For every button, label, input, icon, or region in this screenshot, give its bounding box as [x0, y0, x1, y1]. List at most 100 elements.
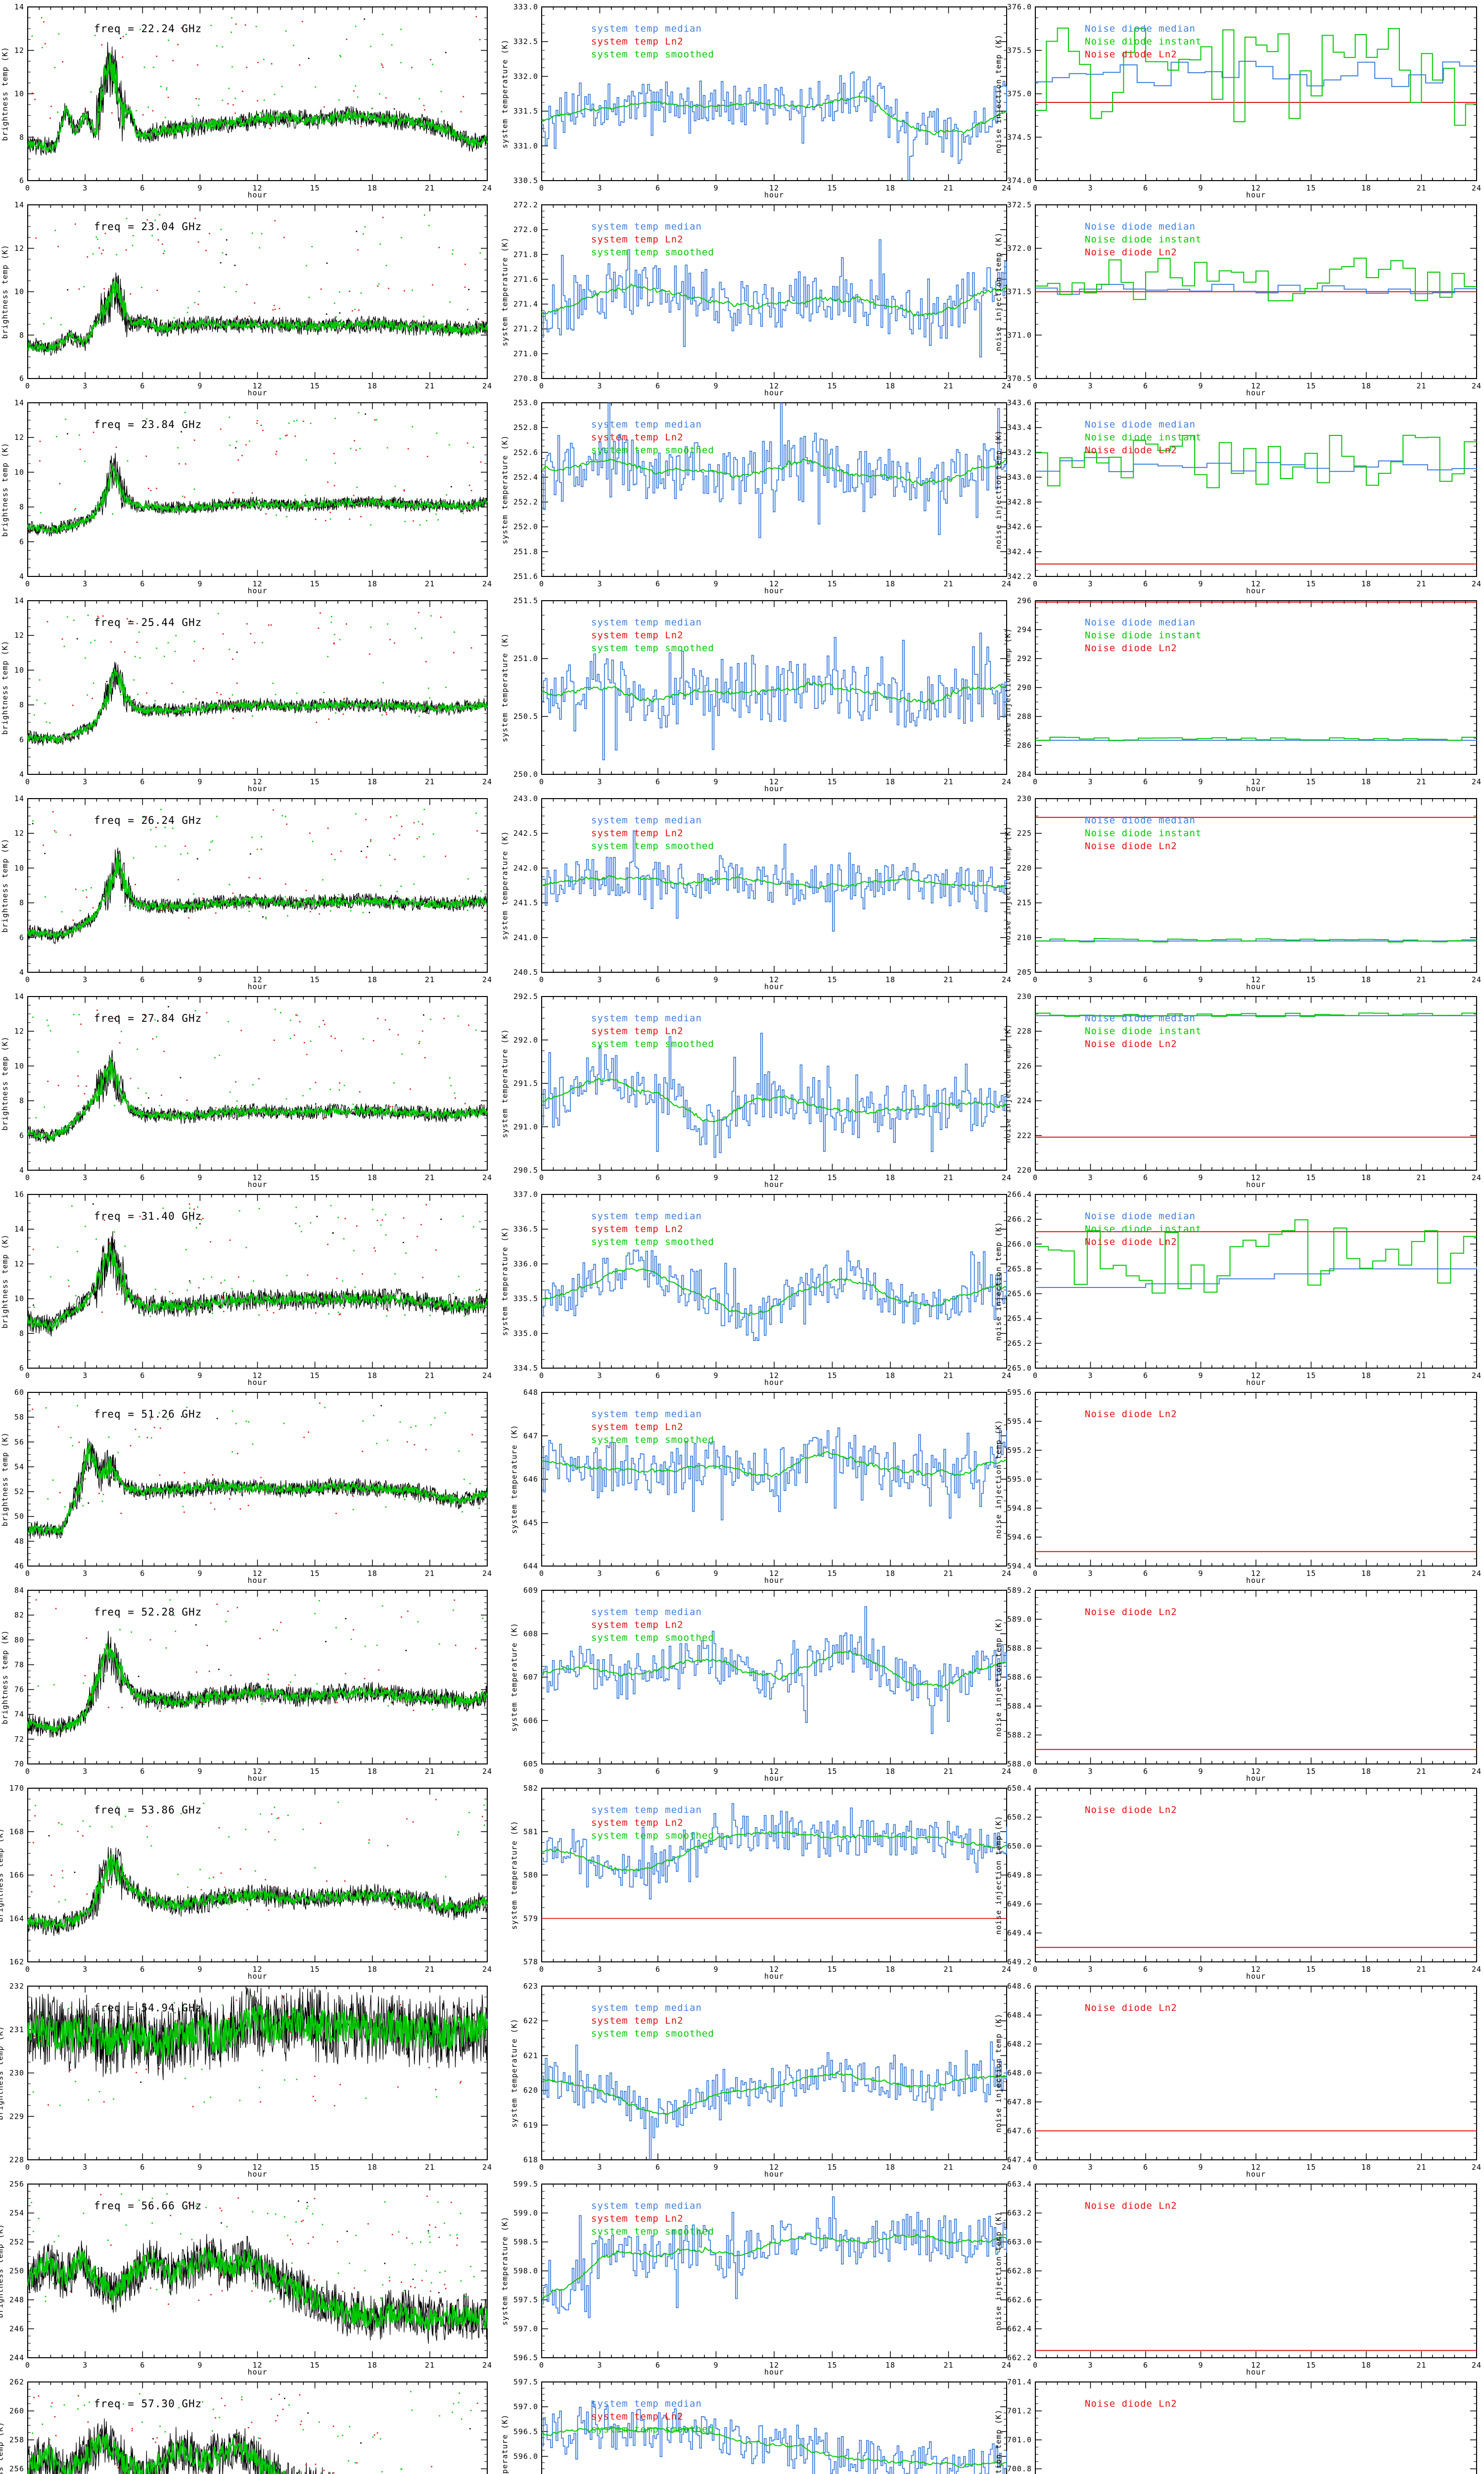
flag-dot — [221, 2290, 223, 2292]
median-series — [542, 1606, 1007, 1734]
flag-dot — [181, 1416, 183, 1418]
flag-dot — [80, 1023, 82, 1025]
flag-dot — [97, 616, 99, 618]
freq-title: freq = 26.24 GHz — [94, 814, 202, 826]
svg-text:12: 12 — [769, 777, 779, 786]
flag-dot — [358, 412, 360, 414]
freq-title: freq = 23.84 GHz — [94, 419, 202, 430]
flag-dot — [167, 1419, 169, 1420]
flag-dot — [82, 1107, 84, 1109]
flag-dot — [278, 1308, 280, 1310]
svg-text:0: 0 — [1033, 381, 1038, 390]
flag-dot — [125, 905, 126, 907]
flag-dot — [463, 95, 464, 97]
freq-title: freq = 51.26 GHz — [94, 1408, 202, 1420]
flag-dot — [251, 2290, 253, 2292]
flag-dot — [224, 1280, 226, 1281]
flag-dot — [74, 223, 76, 225]
smoothed-curve — [27, 2433, 285, 2474]
smoothed-series — [541, 1831, 1007, 1872]
flag-dot — [291, 2262, 293, 2264]
flag-dot — [97, 238, 98, 240]
flag-dot — [199, 1482, 200, 1484]
flag-dot — [44, 1106, 46, 1108]
flag-dot — [200, 1219, 202, 1221]
flag-dot — [214, 1508, 216, 1510]
svg-text:15: 15 — [827, 975, 837, 984]
flag-dot — [277, 111, 278, 113]
flag-dot — [93, 682, 94, 684]
smoothed-series — [541, 283, 1007, 317]
svg-text:18: 18 — [368, 1173, 377, 1182]
flag-dot — [139, 2393, 140, 2395]
flag-dot — [235, 447, 236, 449]
flag-dot — [155, 826, 157, 828]
flag-dot — [196, 509, 198, 511]
flag-dot — [189, 1280, 190, 1282]
flag-dot — [212, 840, 214, 842]
flag-dot — [227, 103, 229, 105]
flag-dot — [174, 2012, 176, 2014]
flag-dot — [251, 492, 253, 494]
flag-dot — [362, 1420, 364, 1422]
flag-dot — [230, 1092, 231, 1093]
flag-dot — [314, 1613, 316, 1615]
flag-dot — [434, 1417, 436, 1419]
flag-dot — [224, 1886, 226, 1888]
svg-text:15: 15 — [1306, 184, 1316, 192]
flag-dot — [131, 504, 133, 506]
flag-dot — [330, 854, 332, 855]
flag-dot — [182, 495, 184, 497]
svg-text:6: 6 — [655, 1173, 660, 1182]
flag-dot — [280, 1012, 281, 1013]
flag-dot — [333, 642, 335, 644]
flag-dot — [464, 1315, 465, 1317]
flag-dot — [458, 1276, 460, 1278]
flag-dot — [189, 1220, 191, 1222]
flag-dot — [138, 908, 139, 910]
flag-dot — [260, 1813, 261, 1815]
flag-dot — [102, 1886, 104, 1888]
flag-dot — [228, 88, 230, 90]
flag-dot — [481, 321, 483, 323]
flag-dot — [480, 890, 482, 892]
flag-dot — [158, 1412, 160, 1414]
flag-dot — [100, 253, 102, 254]
flag-dot — [407, 1611, 409, 1612]
flag-dot — [454, 1092, 456, 1094]
flag-dot — [102, 615, 104, 617]
flag-dot — [38, 2218, 40, 2219]
flag-dot — [469, 1483, 471, 1484]
freq-title: freq = 53.86 GHz — [94, 1804, 202, 1816]
svg-text:3: 3 — [83, 381, 88, 390]
svg-text:375.0: 375.0 — [1007, 90, 1032, 98]
svg-text:hour: hour — [247, 784, 267, 792]
flag-dot — [368, 1842, 370, 1844]
flag-dot — [232, 492, 234, 494]
flag-dot — [268, 1831, 270, 1833]
flag-dot — [432, 833, 434, 835]
flag-dot — [449, 301, 451, 303]
flag-dot — [145, 2068, 147, 2070]
flag-dot — [274, 308, 276, 310]
flag-dot — [45, 896, 46, 898]
raw-scatter-curve — [27, 42, 488, 156]
svg-text:6: 6 — [1143, 1173, 1148, 1182]
flag-dot — [102, 1494, 104, 1495]
svg-text:8: 8 — [19, 899, 24, 907]
flag-dot — [84, 1478, 86, 1480]
flag-dot — [259, 2437, 261, 2439]
svg-text:system temp median: system temp median — [591, 419, 702, 430]
flag-dot — [189, 1488, 191, 1490]
flag-dot — [470, 2266, 471, 2268]
flag-dot — [381, 1219, 383, 1221]
flag-dot — [336, 1278, 338, 1280]
flag-dot — [197, 303, 199, 305]
flag-dot — [299, 897, 301, 899]
flag-dot — [80, 2014, 82, 2016]
svg-text:hour: hour — [764, 1180, 784, 1188]
flag-dot — [360, 292, 362, 294]
flag-dot — [84, 2404, 86, 2406]
smoothed-series — [541, 95, 1007, 136]
flag-dot — [336, 1490, 338, 1492]
